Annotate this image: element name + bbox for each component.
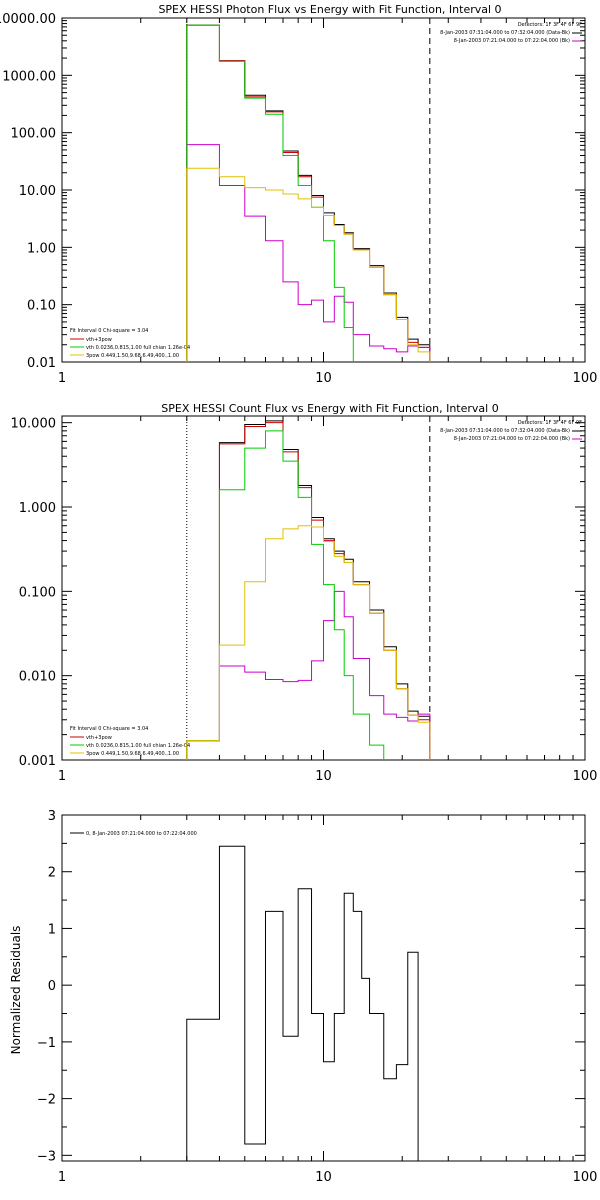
legend-label: vth+3pow (86, 735, 112, 741)
info-line: Detectors: 1F 3F 4F 6F 9F (518, 22, 582, 28)
legend-label: 3pow 0.449,1.50,9.68,6.49,400.,1.00 (86, 353, 179, 359)
legend-label: vth 0.0236,0.815,1.00 full chian 1.26e-0… (86, 345, 190, 351)
x-tick-label: 1 (58, 371, 66, 386)
series-bk (186, 144, 431, 362)
plot-frame (61, 415, 586, 761)
series-bk (186, 590, 431, 760)
x-tick-label: 10 (315, 769, 332, 784)
y-tick-label: −2 (37, 1093, 56, 1108)
series-3pow (186, 525, 431, 760)
info-line: 8-Jan-2003 07:21:04.000 to 07:22:04.000 … (454, 436, 570, 442)
y-tick-label: 10.000 (11, 417, 57, 432)
legend-label: 0, 8-Jan-2003 07:21:04.000 to 07:22:04.0… (86, 831, 197, 837)
x-tick-label: 1 (58, 1170, 66, 1185)
y-tick-label: 0.001 (19, 754, 56, 769)
info-line: 8-Jan-2003 07:31:04.000 to 07:32:04.000 … (440, 428, 570, 434)
photon-flux-panel: SPEX HESSI Photon Flux vs Energy with Fi… (0, 3, 597, 386)
y-tick-label: −1 (37, 1036, 56, 1051)
y-tick-label: −3 (37, 1149, 56, 1164)
series-layer (186, 24, 431, 362)
series-vth-plus-3pow (186, 24, 431, 362)
count-flux-panel: SPEX HESSI Count Flux vs Energy with Fit… (11, 402, 598, 784)
y-tick-label: 0.01 (27, 356, 56, 371)
chart-title: SPEX HESSI Photon Flux vs Energy with Fi… (158, 3, 501, 16)
legend-title: Fit Interval 0 Chi-square = 3.04 (70, 328, 148, 334)
y-tick-label: 1 (48, 922, 56, 937)
y-tick-label: 3 (48, 809, 56, 824)
y-tick-label: 1.000 (19, 501, 56, 516)
series-vth-plus-3pow (186, 422, 431, 760)
legend-label: 3pow 0.449,1.50,9.68,6.49,400.,1.00 (86, 751, 179, 757)
y-tick-label: 100.00 (11, 127, 57, 142)
legend-label: vth 0.0236,0.815,1.00 full chian 1.26e-0… (86, 743, 190, 749)
series-3pow (186, 167, 431, 362)
y-tick-label: 10.00 (19, 184, 56, 199)
residuals-panel: Normalized Residuals 0, 8-Jan-2003 07:21… (9, 809, 597, 1185)
x-tick-label: 10 (315, 371, 332, 386)
chart-title: SPEX HESSI Count Flux vs Energy with Fit… (161, 402, 498, 415)
y-axis-label: Normalized Residuals (9, 926, 23, 1055)
legend-label: vth+3pow (86, 337, 112, 343)
x-tick-label: 100 (573, 769, 598, 784)
y-tick-label: 2 (48, 866, 56, 881)
series-layer (186, 420, 431, 760)
info-line: Detectors: 1F 3F 4F 6F 9F (518, 420, 582, 426)
y-tick-label: 1000.00 (2, 69, 56, 84)
x-tick-label: 1 (58, 769, 66, 784)
info-line: 8-Jan-2003 07:21:04.000 to 07:22:04.000 … (454, 38, 570, 44)
x-tick-label: 10 (315, 1170, 332, 1185)
x-tick-label: 100 (573, 371, 598, 386)
y-tick-label: 0.010 (19, 670, 56, 685)
y-tick-label: 0.100 (19, 585, 56, 600)
series-data (186, 420, 431, 760)
series-residuals (186, 845, 419, 1161)
legend-title: Fit Interval 0 Chi-square = 3.04 (70, 726, 148, 732)
y-tick-label: 10000.00 (0, 12, 56, 27)
y-tick-label: 0 (48, 979, 56, 994)
plot-frame (61, 814, 586, 1162)
series-data (186, 24, 431, 362)
info-line: 8-Jan-2003 07:31:04.000 to 07:32:04.000 … (440, 30, 570, 36)
y-tick-label: 1.00 (27, 241, 56, 256)
x-tick-label: 100 (573, 1170, 598, 1185)
y-tick-label: 0.10 (27, 299, 56, 314)
series-layer (186, 845, 419, 1161)
series-vth (186, 430, 385, 760)
series-vth (186, 24, 354, 362)
